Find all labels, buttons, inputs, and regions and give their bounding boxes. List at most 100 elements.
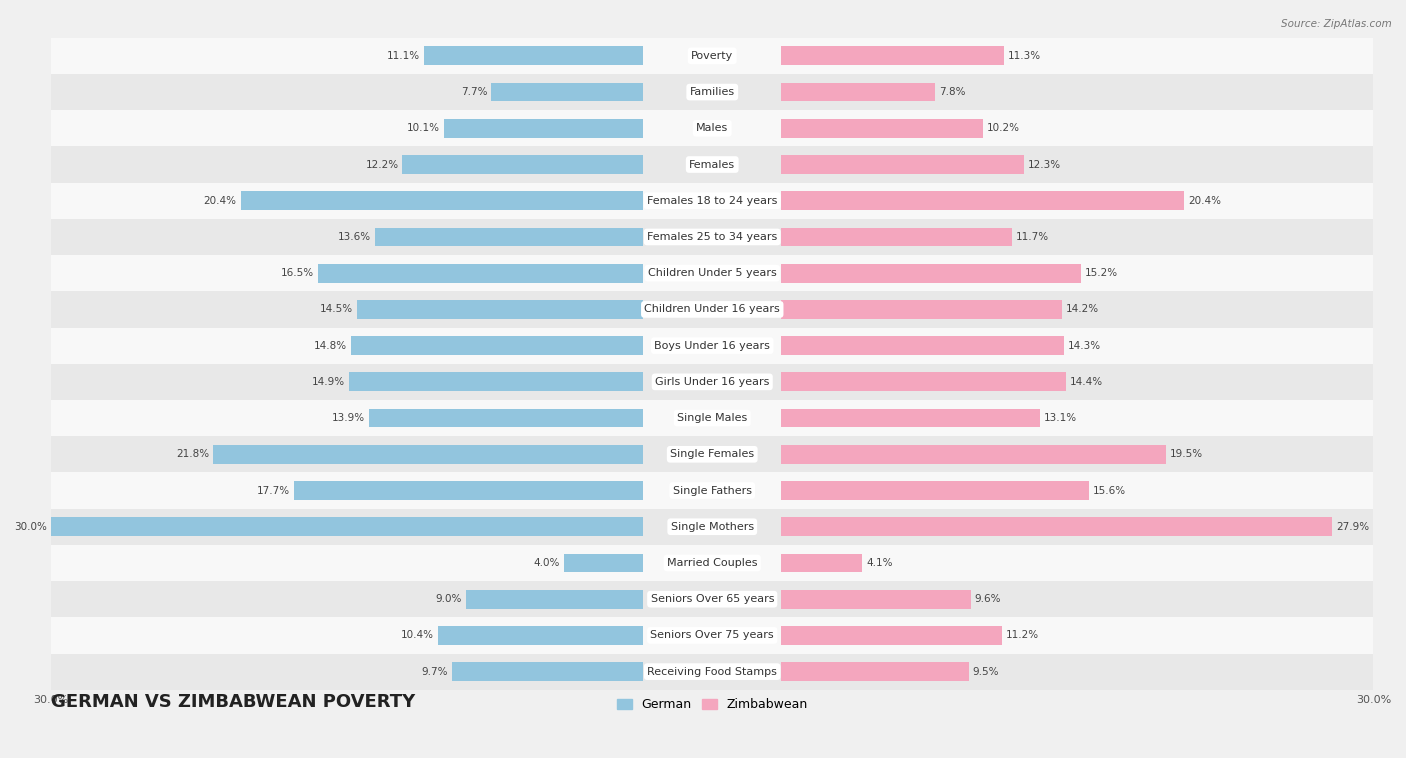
Text: Single Females: Single Females — [671, 449, 754, 459]
Text: 9.5%: 9.5% — [973, 666, 1000, 677]
Bar — [349, 372, 643, 391]
Bar — [51, 472, 1374, 509]
Bar — [51, 327, 1374, 364]
Bar — [212, 445, 643, 464]
Text: 14.3%: 14.3% — [1067, 340, 1101, 351]
Text: 19.5%: 19.5% — [1170, 449, 1204, 459]
Bar — [782, 517, 1331, 536]
Text: 20.4%: 20.4% — [204, 196, 236, 205]
Text: Poverty: Poverty — [692, 51, 734, 61]
Text: Single Males: Single Males — [678, 413, 748, 423]
Text: 4.0%: 4.0% — [534, 558, 561, 568]
Bar — [368, 409, 643, 428]
Bar — [357, 300, 643, 319]
Bar — [782, 372, 1066, 391]
Bar — [402, 155, 643, 174]
Bar — [51, 581, 1374, 617]
Bar — [782, 264, 1081, 283]
Text: 14.2%: 14.2% — [1066, 305, 1098, 315]
Bar — [51, 509, 1374, 545]
Bar — [465, 590, 643, 609]
Text: 11.7%: 11.7% — [1017, 232, 1049, 242]
Text: 14.8%: 14.8% — [314, 340, 347, 351]
Bar — [782, 191, 1184, 210]
Bar — [451, 662, 643, 681]
Text: Receiving Food Stamps: Receiving Food Stamps — [647, 666, 778, 677]
Text: 15.6%: 15.6% — [1092, 486, 1126, 496]
Bar — [294, 481, 643, 500]
Text: 13.6%: 13.6% — [337, 232, 371, 242]
Text: 11.1%: 11.1% — [387, 51, 420, 61]
Bar — [51, 146, 1374, 183]
Bar — [444, 119, 643, 138]
Bar — [51, 38, 1374, 74]
Bar — [782, 445, 1166, 464]
Bar — [782, 626, 1002, 645]
Bar — [51, 291, 1374, 327]
Bar — [782, 553, 862, 572]
Text: Single Mothers: Single Mothers — [671, 522, 754, 532]
Text: Source: ZipAtlas.com: Source: ZipAtlas.com — [1281, 19, 1392, 29]
Text: 4.1%: 4.1% — [866, 558, 893, 568]
Text: Females 18 to 24 years: Females 18 to 24 years — [647, 196, 778, 205]
Text: 13.1%: 13.1% — [1043, 413, 1077, 423]
Legend: German, Zimbabwean: German, Zimbabwean — [612, 693, 813, 716]
Bar — [564, 553, 643, 572]
Text: 17.7%: 17.7% — [257, 486, 290, 496]
Bar — [51, 255, 1374, 291]
Text: 14.9%: 14.9% — [312, 377, 346, 387]
Text: 15.2%: 15.2% — [1085, 268, 1118, 278]
Bar — [51, 436, 1374, 472]
Text: 12.2%: 12.2% — [366, 159, 398, 170]
Bar — [491, 83, 643, 102]
Bar — [425, 46, 643, 65]
Bar — [782, 590, 970, 609]
Bar — [782, 662, 969, 681]
Text: Males: Males — [696, 124, 728, 133]
Text: 10.1%: 10.1% — [406, 124, 440, 133]
Text: Children Under 16 years: Children Under 16 years — [644, 305, 780, 315]
Text: 30.0%: 30.0% — [14, 522, 48, 532]
Text: 14.5%: 14.5% — [321, 305, 353, 315]
Text: 16.5%: 16.5% — [280, 268, 314, 278]
Text: Single Fathers: Single Fathers — [672, 486, 752, 496]
Bar — [51, 110, 1374, 146]
Bar — [782, 227, 1012, 246]
Text: GERMAN VS ZIMBABWEAN POVERTY: GERMAN VS ZIMBABWEAN POVERTY — [51, 694, 415, 712]
Text: 7.8%: 7.8% — [939, 87, 966, 97]
Bar — [782, 155, 1024, 174]
Text: 14.4%: 14.4% — [1070, 377, 1102, 387]
Text: 10.4%: 10.4% — [401, 631, 434, 641]
Bar — [240, 191, 643, 210]
Text: Girls Under 16 years: Girls Under 16 years — [655, 377, 769, 387]
Bar — [51, 545, 1374, 581]
Bar — [318, 264, 643, 283]
Text: Females 25 to 34 years: Females 25 to 34 years — [647, 232, 778, 242]
Bar — [782, 481, 1090, 500]
Text: 9.6%: 9.6% — [974, 594, 1001, 604]
Bar — [51, 653, 1374, 690]
Bar — [51, 183, 1374, 219]
Text: 10.2%: 10.2% — [987, 124, 1019, 133]
Bar — [352, 337, 643, 355]
Text: 7.7%: 7.7% — [461, 87, 488, 97]
Bar — [51, 617, 1374, 653]
Bar — [51, 74, 1374, 110]
Text: 27.9%: 27.9% — [1336, 522, 1369, 532]
Text: Children Under 5 years: Children Under 5 years — [648, 268, 776, 278]
Text: 9.7%: 9.7% — [422, 666, 447, 677]
Bar — [51, 219, 1374, 255]
Bar — [375, 227, 643, 246]
Text: Married Couples: Married Couples — [666, 558, 758, 568]
Text: 12.3%: 12.3% — [1028, 159, 1062, 170]
Bar — [782, 119, 983, 138]
Bar — [782, 337, 1063, 355]
Text: Seniors Over 65 years: Seniors Over 65 years — [651, 594, 773, 604]
Text: 9.0%: 9.0% — [436, 594, 461, 604]
Text: 13.9%: 13.9% — [332, 413, 366, 423]
Text: Females: Females — [689, 159, 735, 170]
Text: 21.8%: 21.8% — [176, 449, 209, 459]
Text: Seniors Over 75 years: Seniors Over 75 years — [651, 631, 775, 641]
Bar — [782, 83, 935, 102]
Bar — [782, 300, 1062, 319]
